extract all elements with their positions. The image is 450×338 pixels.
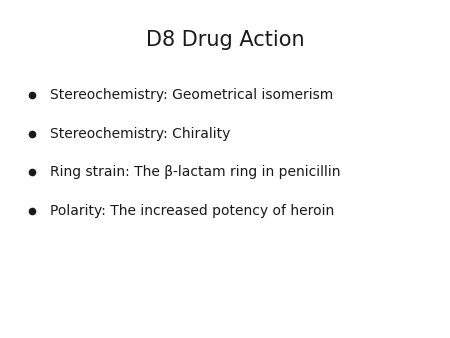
Text: Ring strain: The β-lactam ring in penicillin: Ring strain: The β-lactam ring in penici… [50, 165, 340, 179]
Text: D8 Drug Action: D8 Drug Action [146, 30, 304, 50]
Text: Stereochemistry: Geometrical isomerism: Stereochemistry: Geometrical isomerism [50, 88, 333, 102]
Text: Stereochemistry: Chirality: Stereochemistry: Chirality [50, 126, 230, 141]
Text: Polarity: The increased potency of heroin: Polarity: The increased potency of heroi… [50, 204, 334, 218]
